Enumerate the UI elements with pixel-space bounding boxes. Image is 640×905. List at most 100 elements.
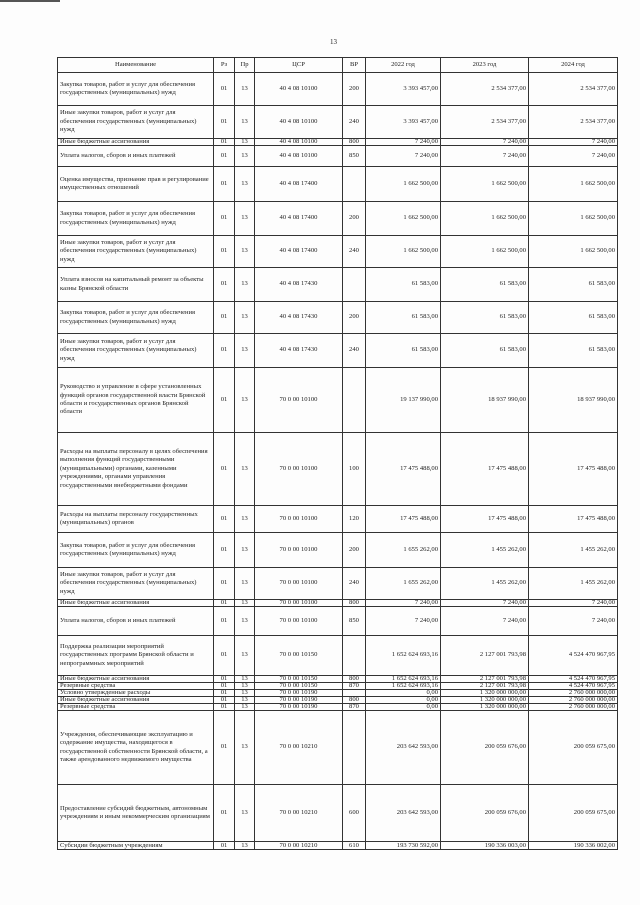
row-2023: 2 534 377,00 <box>440 72 529 106</box>
row-2024: 1 662 500,00 <box>528 166 618 202</box>
row-rz: 01 <box>213 201 235 236</box>
row-csr: 70 0 00 10100 <box>254 532 343 568</box>
row-name: Иные закупки товаров, работ и услуг для … <box>57 105 214 139</box>
row-name: Иные закупки товаров, работ и услуг для … <box>57 235 214 268</box>
row-name: Иные закупки товаров, работ и услуг для … <box>57 567 214 600</box>
page-number: 13 <box>330 38 337 46</box>
row-csr: 40 4 08 17430 <box>254 301 343 334</box>
table-row: Оценка имущества, признание прав и регул… <box>57 166 618 202</box>
row-rz: 01 <box>213 710 235 785</box>
row-pr: 13 <box>234 841 255 850</box>
row-2023: 7 240,00 <box>440 138 529 146</box>
row-rz: 01 <box>213 105 235 139</box>
row-pr: 13 <box>234 301 255 334</box>
row-pr: 13 <box>234 201 255 236</box>
row-pr: 13 <box>234 72 255 106</box>
row-pr: 13 <box>234 710 255 785</box>
table-row: Закупка товаров, работ и услуг для обесп… <box>57 532 618 568</box>
row-2022: 1 655 262,00 <box>365 567 441 600</box>
row-csr: 70 0 00 10210 <box>254 710 343 785</box>
row-name: Иные бюджетные ассигнования <box>57 138 214 146</box>
row-vr: 120 <box>342 505 366 533</box>
row-rz: 01 <box>213 235 235 268</box>
row-2024: 1 455 262,00 <box>528 532 618 568</box>
table-row: Иные закупки товаров, работ и услуг для … <box>57 333 618 368</box>
row-rz: 01 <box>213 505 235 533</box>
row-csr: 40 4 08 10100 <box>254 105 343 139</box>
row-name: Уплата взносов на капитальный ремонт за … <box>57 267 214 302</box>
row-pr: 13 <box>234 432 255 506</box>
row-2024: 7 240,00 <box>528 599 618 607</box>
row-name: Закупка товаров, работ и услуг для обесп… <box>57 301 214 334</box>
row-rz: 01 <box>213 703 235 711</box>
table-row: Учреждения, обеспечивающие эксплуатацию … <box>57 710 618 785</box>
table-row: Руководство и управление в сфере установ… <box>57 367 618 433</box>
row-2023: 1 455 262,00 <box>440 532 529 568</box>
scan-line <box>0 0 60 2</box>
row-pr: 13 <box>234 267 255 302</box>
row-pr: 13 <box>234 235 255 268</box>
table-row: Предоставление субсидий бюджетным, автон… <box>57 784 618 842</box>
row-vr: 600 <box>342 784 366 842</box>
row-2022: 61 583,00 <box>365 301 441 334</box>
row-2022: 1 652 624 693,16 <box>365 635 441 676</box>
row-rz: 01 <box>213 784 235 842</box>
row-2022: 1 655 262,00 <box>365 532 441 568</box>
header-2022: 2022 год <box>365 57 441 73</box>
header-2024: 2024 год <box>528 57 618 73</box>
row-2023: 17 475 488,00 <box>440 432 529 506</box>
row-pr: 13 <box>234 505 255 533</box>
row-rz: 01 <box>213 635 235 676</box>
table-row: Поддержка реализации мероприятий государ… <box>57 635 618 676</box>
row-rz: 01 <box>213 138 235 146</box>
row-2022: 17 475 488,00 <box>365 432 441 506</box>
row-name: Иные бюджетные ассигнования <box>57 599 214 607</box>
row-csr: 70 0 00 10100 <box>254 599 343 607</box>
table-row: Закупка товаров, работ и услуг для обесп… <box>57 201 618 236</box>
row-rz: 01 <box>213 267 235 302</box>
row-csr: 70 0 00 10100 <box>254 367 343 433</box>
row-csr: 40 4 08 10100 <box>254 138 343 146</box>
row-csr: 40 4 08 10100 <box>254 145 343 167</box>
row-csr: 70 0 00 10100 <box>254 505 343 533</box>
row-name: Руководство и управление в сфере установ… <box>57 367 214 433</box>
row-pr: 13 <box>234 606 255 636</box>
row-2024: 200 059 675,00 <box>528 710 618 785</box>
row-vr: 200 <box>342 72 366 106</box>
row-name: Уплата налогов, сборов и иных платежей <box>57 145 214 167</box>
row-vr: 240 <box>342 567 366 600</box>
row-2022: 203 642 593,00 <box>365 784 441 842</box>
row-vr: 240 <box>342 333 366 368</box>
row-2024: 1 455 262,00 <box>528 567 618 600</box>
row-rz: 01 <box>213 432 235 506</box>
row-2022: 3 393 457,00 <box>365 72 441 106</box>
row-2024: 61 583,00 <box>528 267 618 302</box>
row-pr: 13 <box>234 703 255 711</box>
row-vr: 200 <box>342 201 366 236</box>
row-2023: 1 455 262,00 <box>440 567 529 600</box>
row-2023: 7 240,00 <box>440 145 529 167</box>
row-vr: 200 <box>342 532 366 568</box>
table-row: Иные закупки товаров, работ и услуг для … <box>57 105 618 139</box>
row-vr <box>342 635 366 676</box>
row-name: Закупка товаров, работ и услуг для обесп… <box>57 72 214 106</box>
row-2024: 2 534 377,00 <box>528 105 618 139</box>
table-row: Иные закупки товаров, работ и услуг для … <box>57 567 618 600</box>
row-pr: 13 <box>234 166 255 202</box>
row-pr: 13 <box>234 105 255 139</box>
row-csr: 70 0 00 10100 <box>254 432 343 506</box>
row-2023: 7 240,00 <box>440 599 529 607</box>
row-2023: 61 583,00 <box>440 301 529 334</box>
row-vr: 800 <box>342 138 366 146</box>
row-2022: 203 642 593,00 <box>365 710 441 785</box>
row-2022: 61 583,00 <box>365 267 441 302</box>
row-vr: 850 <box>342 145 366 167</box>
row-rz: 01 <box>213 145 235 167</box>
row-rz: 01 <box>213 599 235 607</box>
row-2023: 61 583,00 <box>440 267 529 302</box>
row-rz: 01 <box>213 841 235 850</box>
row-rz: 01 <box>213 166 235 202</box>
row-name: Резервные средства <box>57 703 214 711</box>
row-name: Уплата налогов, сборов и иных платежей <box>57 606 214 636</box>
header-2023: 2023 год <box>440 57 529 73</box>
